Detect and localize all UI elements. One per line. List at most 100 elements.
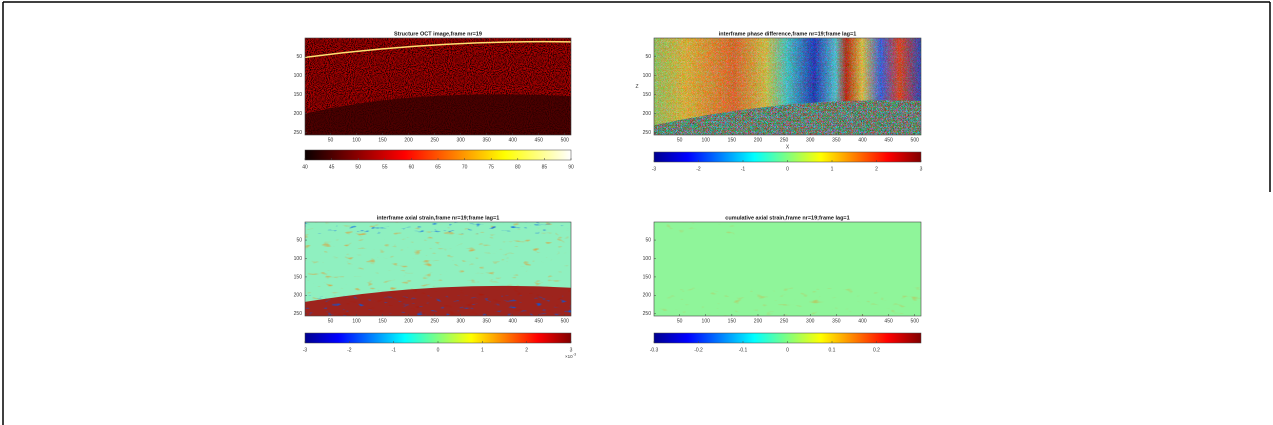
y-tick-label: 250 [643, 311, 652, 317]
x-tick-label: 450 [884, 318, 893, 324]
x-tick-label: 400 [858, 137, 867, 143]
image-bottom-blue [305, 295, 571, 316]
panel: interframe phase difference,frame nr=19;… [635, 31, 922, 172]
x-tick-label: 250 [780, 318, 789, 324]
axes-box [653, 37, 922, 136]
x-tick-label: 100 [352, 318, 361, 324]
x-tick-label: 200 [404, 318, 413, 324]
chart-title: interframe phase difference,frame nr=19;… [719, 31, 857, 37]
colorbar-tick-label: -3 [652, 166, 657, 172]
x-tick-label: 350 [832, 318, 841, 324]
y-tick-label: 150 [643, 274, 652, 280]
colorbar-tick-label: 45 [329, 164, 335, 170]
y-tick-label: 200 [294, 111, 303, 117]
y-tick-label: 150 [294, 92, 303, 98]
x-tick-label: 250 [780, 137, 789, 143]
colorbar-tick-label: 1 [481, 347, 484, 353]
y-tick-label: 50 [645, 54, 651, 60]
colorbar-tick-label: 3 [570, 347, 573, 353]
colorbar-tick-label: 70 [462, 164, 468, 170]
colorbar-tick-label: -0.1 [739, 347, 748, 353]
y-tick-label: 200 [643, 111, 652, 117]
colorbar-tick-label: 0.1 [829, 347, 836, 353]
x-tick-label: 200 [754, 318, 763, 324]
y-tick-label: 250 [294, 311, 303, 317]
y-tick-label: 100 [643, 73, 652, 79]
y-tick-label: 150 [643, 92, 652, 98]
y-tick-label: 100 [643, 256, 652, 262]
image-top-band [305, 222, 571, 234]
chart-title: interframe axial strain,frame nr=19;fram… [377, 215, 500, 221]
y-axis-label: Z [635, 84, 638, 90]
image-texture [654, 222, 735, 237]
x-tick-label: 400 [858, 318, 867, 324]
colorbar-exponent-power: -3 [573, 352, 576, 356]
colorbar-tick-label: 3 [920, 166, 923, 172]
y-tick-label: 100 [294, 256, 303, 262]
x-tick-label: 400 [509, 318, 518, 324]
x-tick-label: 350 [482, 137, 491, 143]
x-tick-label: 100 [702, 318, 711, 324]
chart-title: Structure OCT image,frame nr=19 [394, 31, 482, 37]
axes-box [304, 221, 572, 317]
colorbar-tick-label: 1 [831, 166, 834, 172]
y-tick-label: 50 [296, 237, 302, 243]
x-tick-label: 200 [404, 137, 413, 143]
x-tick-label: 150 [378, 137, 387, 143]
x-tick-label: 300 [806, 318, 815, 324]
y-tick-label: 100 [294, 73, 303, 79]
panel: interframe axial strain,frame nr=19;fram… [294, 215, 577, 359]
axes-box [653, 221, 922, 317]
colorbar-tick-label: 40 [302, 164, 308, 170]
x-tick-label: 50 [328, 318, 334, 324]
colorbar-tick-label: 80 [515, 164, 521, 170]
colorbar-tick-label: 2 [525, 347, 528, 353]
image-dark-region [305, 94, 571, 135]
y-tick-label: 50 [645, 237, 651, 243]
colorbar-tick-label: -2 [347, 347, 352, 353]
x-tick-label: 150 [728, 137, 737, 143]
x-tick-label: 50 [328, 137, 334, 143]
colorbar-tick-label: -0.2 [694, 347, 703, 353]
chart-title: cumulative axial strain,frame nr=19;fram… [725, 215, 849, 221]
x-tick-label: 500 [561, 137, 570, 143]
x-tick-label: 300 [456, 318, 465, 324]
y-tick-label: 250 [294, 130, 303, 136]
axes-box [304, 37, 572, 136]
x-tick-label: 100 [352, 137, 361, 143]
y-tick-label: 150 [294, 274, 303, 280]
x-tick-label: 500 [561, 318, 570, 324]
colorbar-tick-label: 2 [875, 166, 878, 172]
x-tick-label: 450 [535, 137, 544, 143]
x-tick-label: 150 [378, 318, 387, 324]
colorbar-tick-label: 50 [355, 164, 361, 170]
colorbar-tick-label: 60 [409, 164, 415, 170]
x-tick-label: 300 [456, 137, 465, 143]
colorbar-tick-label: 0 [786, 347, 789, 353]
colorbar-tick-label: 85 [542, 164, 548, 170]
x-tick-label: 50 [677, 137, 683, 143]
colorbar-tick-label: -3 [303, 347, 308, 353]
colorbar-tick-label: 65 [435, 164, 441, 170]
colorbar-tick-label: -2 [696, 166, 701, 172]
colorbar-tick-label: 0 [437, 347, 440, 353]
panel: cumulative axial strain,frame nr=19;fram… [643, 215, 922, 353]
x-tick-label: 400 [509, 137, 518, 143]
x-tick-label: 450 [535, 318, 544, 324]
colorbar-tick-label: 90 [568, 164, 574, 170]
colorbar-tick-label: -0.3 [650, 347, 659, 353]
image-texture [654, 287, 921, 316]
x-tick-label: 450 [884, 137, 893, 143]
y-tick-label: 250 [643, 130, 652, 136]
x-axis-label: X [786, 144, 790, 150]
x-tick-label: 100 [702, 137, 711, 143]
colorbar-tick-label: -1 [741, 166, 746, 172]
y-tick-label: 50 [296, 54, 302, 60]
x-tick-label: 500 [911, 137, 920, 143]
colorbar-tick-label: 0 [786, 166, 789, 172]
y-tick-label: 200 [294, 293, 303, 299]
y-tick-label: 200 [643, 293, 652, 299]
x-tick-label: 200 [754, 137, 763, 143]
